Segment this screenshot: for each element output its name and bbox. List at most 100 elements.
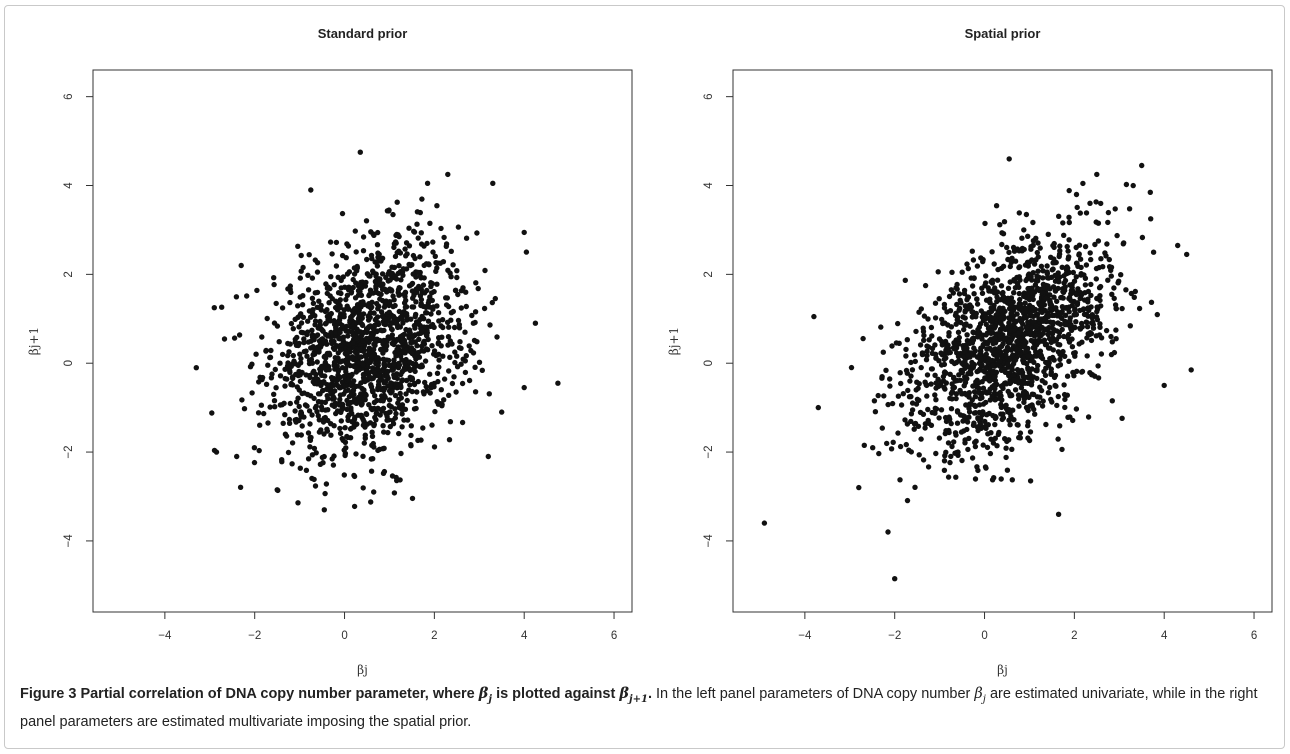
data-point (1040, 290, 1046, 296)
data-point (1010, 373, 1017, 379)
data-point (346, 412, 352, 418)
data-point (1030, 219, 1036, 226)
data-point (1025, 319, 1031, 325)
data-point (1154, 311, 1161, 318)
x-axis-label: βj (357, 663, 368, 677)
data-point (1050, 266, 1056, 272)
data-point (856, 484, 862, 491)
data-point (1057, 342, 1063, 348)
data-point (333, 263, 340, 269)
data-point (374, 328, 380, 335)
data-point (1068, 327, 1075, 333)
data-point (982, 314, 989, 320)
data-point (338, 290, 344, 297)
data-point (363, 279, 369, 286)
data-point (287, 283, 293, 289)
data-point (1103, 327, 1110, 334)
data-point (1097, 324, 1103, 330)
data-point (895, 430, 901, 436)
data-point (455, 224, 462, 230)
data-point (434, 303, 440, 309)
data-point (462, 369, 469, 376)
data-point (274, 487, 280, 493)
data-point (1093, 265, 1100, 272)
data-point (968, 304, 975, 310)
data-point (356, 367, 362, 373)
data-point (1008, 310, 1014, 316)
data-point (1029, 290, 1036, 296)
data-point (413, 405, 419, 412)
data-point (919, 351, 926, 358)
data-point (959, 269, 965, 275)
data-point (323, 320, 329, 326)
data-point (447, 354, 453, 360)
data-point (366, 345, 373, 351)
data-point (415, 269, 421, 275)
data-point (944, 344, 950, 350)
data-point (389, 473, 396, 479)
data-point (1128, 290, 1135, 297)
data-point (1062, 312, 1069, 318)
data-point (1023, 277, 1029, 284)
x-tick-label: 6 (611, 630, 617, 642)
data-point (965, 446, 971, 453)
data-point (479, 367, 485, 373)
data-point (351, 473, 358, 480)
data-point (423, 332, 430, 338)
data-point (1118, 272, 1124, 278)
data-point (992, 421, 998, 428)
data-point (423, 383, 429, 390)
data-point (1050, 284, 1057, 290)
data-point (1026, 375, 1032, 381)
data-point (898, 402, 905, 408)
data-point (992, 413, 998, 420)
data-point (350, 419, 356, 425)
data-point (921, 313, 928, 319)
data-point (443, 243, 449, 249)
data-point (898, 380, 904, 387)
data-point (474, 230, 480, 236)
data-point (938, 350, 944, 356)
data-point (988, 279, 994, 285)
data-point (292, 408, 298, 414)
data-point (349, 355, 356, 361)
data-point (909, 407, 916, 413)
data-point (997, 349, 1004, 355)
data-point (263, 348, 269, 354)
data-point (1093, 276, 1100, 282)
data-point (1055, 393, 1062, 400)
data-point (470, 350, 477, 356)
data-point (392, 302, 398, 309)
data-point (304, 391, 311, 398)
data-point (251, 445, 258, 451)
data-point (1088, 256, 1094, 263)
data-point (1083, 311, 1090, 318)
data-point (1042, 295, 1049, 302)
data-point (951, 346, 958, 352)
data-point (1035, 339, 1042, 346)
data-point (895, 320, 901, 327)
data-point (1037, 302, 1044, 308)
data-point (1076, 341, 1082, 347)
data-point (936, 296, 942, 302)
data-point (472, 389, 479, 395)
data-point (309, 275, 316, 281)
data-point (463, 353, 469, 359)
data-point (1052, 272, 1058, 279)
data-point (1000, 311, 1006, 318)
data-point (316, 417, 322, 423)
data-point (1016, 370, 1022, 376)
data-point (429, 321, 436, 328)
data-point (331, 338, 337, 345)
data-point (271, 398, 278, 404)
data-point (1057, 243, 1063, 249)
data-point (521, 384, 527, 391)
data-point (414, 389, 420, 395)
data-point (1016, 264, 1023, 270)
data-point (271, 281, 277, 288)
data-point (996, 358, 1003, 364)
x-tick-label: −4 (158, 630, 172, 642)
data-point (1150, 249, 1157, 255)
data-point (1018, 319, 1025, 325)
data-point (385, 429, 391, 436)
